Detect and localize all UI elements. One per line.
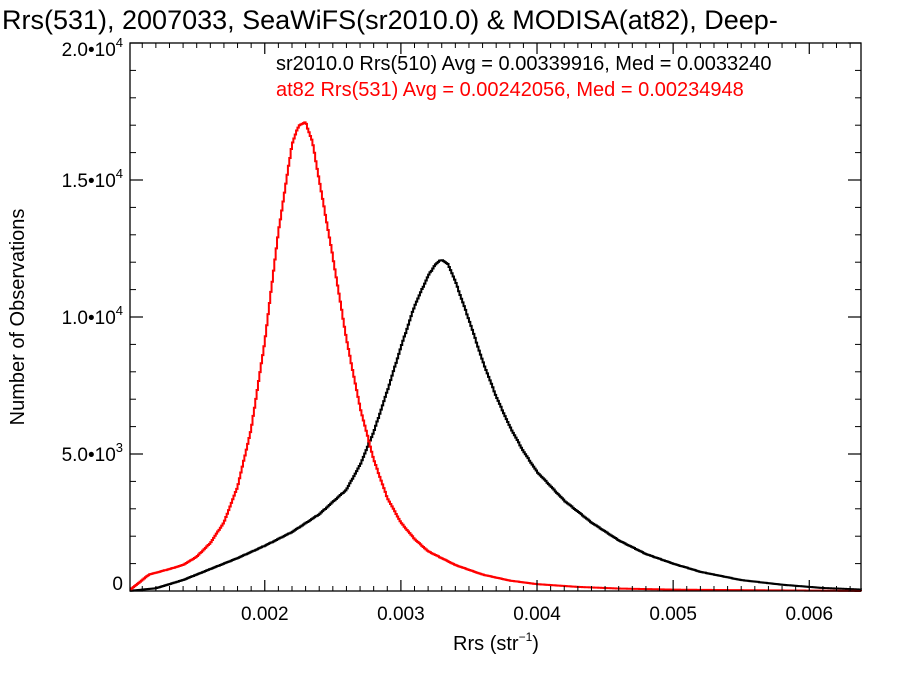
- y-tick-label: 2.0•104: [62, 35, 123, 61]
- y-tick-labels: 0 5.0•103 1.0•104 1.5•104 2.0•104: [62, 35, 123, 595]
- y-tick-label: 1.5•104: [62, 166, 123, 192]
- x-tick-labels: 0.002 0.003 0.004 0.005 0.006: [241, 604, 833, 625]
- ticks-layer: [130, 42, 861, 592]
- y-axis-label: Number of Observations: [7, 209, 29, 426]
- series-layer: [130, 121, 862, 592]
- x-tick-label: 0.002: [241, 604, 289, 625]
- x-tick-label: 0.003: [377, 604, 425, 625]
- histogram-series-1: [130, 259, 862, 592]
- x-axis-label: Rrs (str−1): [453, 630, 539, 655]
- x-tick-label: 0.004: [513, 604, 561, 625]
- legend-entry-sr2010: sr2010.0 Rrs(510) Avg = 0.00339916, Med …: [276, 53, 772, 75]
- y-tick-label: 0: [112, 574, 123, 595]
- x-tick-label: 0.006: [785, 604, 833, 625]
- x-tick-label: 0.005: [649, 604, 697, 625]
- y-tick-label: 5.0•103: [62, 440, 123, 466]
- y-tick-label: 1.0•104: [62, 303, 123, 329]
- legend-entry-at82: at82 Rrs(531) Avg = 0.00242056, Med = 0.…: [276, 79, 744, 101]
- chart-title: Rrs(531), 2007033, SeaWiFS(sr2010.0) & M…: [2, 5, 778, 35]
- histogram-series-2: [130, 121, 862, 592]
